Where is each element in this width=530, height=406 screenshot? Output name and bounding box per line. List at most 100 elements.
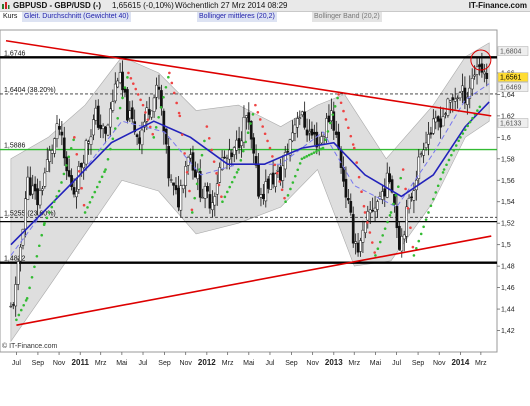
- candle-body-177: [439, 118, 442, 128]
- candle-body-58: [150, 110, 154, 118]
- candle-body-141: [351, 214, 355, 244]
- sar-dot-200: [468, 120, 472, 124]
- candle-body-97: [245, 115, 248, 118]
- sar-dot-50: [127, 71, 130, 75]
- sar-dot-6: [28, 286, 31, 290]
- candle-body-162: [402, 234, 406, 240]
- candle-body-23: [65, 156, 69, 172]
- sar-dot-195: [457, 139, 460, 143]
- candle-body-83: [211, 202, 214, 211]
- sar-dot-176: [412, 254, 416, 257]
- candle-body-188: [465, 96, 469, 105]
- sar-dot-117: [280, 188, 284, 192]
- candle-body-88: [223, 156, 226, 159]
- indicator-legend: Kurs Gleit. Durchschnitt (Gewichtet 40) …: [0, 12, 530, 22]
- level-label-3: 1,5255 (23.60%): [4, 210, 56, 217]
- candle-body-15: [45, 159, 49, 172]
- candle-body-74: [189, 154, 192, 159]
- copyright: © IT-Finance.com: [2, 342, 58, 350]
- candle-body-191: [473, 74, 476, 77]
- x-tick-label-22: Mrz: [475, 360, 487, 367]
- sar-dot-161: [378, 240, 382, 244]
- sar-dot-81: [195, 182, 199, 186]
- candle-body-179: [444, 113, 447, 115]
- price-box-2: [497, 82, 529, 92]
- price-chart[interactable]: 1,6746 1,6404 (38.20%) 1,5886 1,5255 (23.60…: [0, 22, 530, 406]
- candle-body-190: [470, 78, 474, 90]
- candle-body-166: [412, 190, 416, 201]
- candle-body-157: [390, 179, 394, 193]
- highlight-circle: [470, 49, 492, 71]
- x-tick-label-4: Mrz: [95, 360, 107, 367]
- sar-dot-138: [329, 121, 332, 125]
- candle-body-77: [196, 171, 200, 180]
- sar-dot-11: [40, 233, 44, 237]
- sar-dot-174: [409, 226, 412, 230]
- legend-item-bollinger-mid[interactable]: Bollinger mittleres (20,2): [197, 12, 277, 22]
- candle-body-178: [441, 116, 445, 127]
- legend-item-wma[interactable]: Gleit. Durchschnitt (Gewichtet 40): [22, 12, 131, 22]
- chart-type-icon[interactable]: [1, 1, 10, 10]
- candle-body-63: [162, 110, 166, 133]
- candle-body-79: [201, 197, 205, 199]
- candle-body-93: [235, 139, 239, 151]
- sar-dot-0: [15, 318, 18, 322]
- candle-body-19: [55, 123, 59, 139]
- candle-body-156: [388, 173, 391, 183]
- candle-body-114: [286, 151, 290, 153]
- candle-body-94: [237, 138, 241, 148]
- candle-body-95: [240, 140, 243, 146]
- sar-dot-181: [424, 218, 428, 221]
- candle-body-136: [339, 150, 343, 168]
- candle-body-192: [475, 66, 479, 75]
- candle-body-14: [43, 172, 47, 187]
- sar-dot-113: [271, 155, 274, 158]
- sar-dot-13: [43, 221, 46, 225]
- candle-body-26: [72, 187, 76, 195]
- wma40-line: [10, 101, 490, 246]
- sar-dot-160: [376, 247, 380, 251]
- sar-dot-100: [239, 159, 243, 162]
- sar-dot-204: [478, 105, 482, 109]
- legend-item-kurs[interactable]: Kurs: [1, 12, 20, 22]
- candle-body-40: [106, 124, 110, 136]
- legend-item-bollinger-band[interactable]: Bollinger Band (20,2): [312, 12, 382, 22]
- candle-body-103: [259, 194, 263, 198]
- candle-body-183: [453, 98, 457, 102]
- x-tick-label-20: Nov: [433, 360, 446, 367]
- candle-body-139: [347, 197, 350, 201]
- candle-body-92: [232, 147, 236, 155]
- candle-body-49: [128, 110, 132, 119]
- sar-dot-3: [22, 303, 25, 307]
- candle-body-44: [116, 80, 120, 88]
- sar-dot-92: [221, 200, 224, 204]
- sar-dot-55: [139, 98, 142, 102]
- sar-dot-30: [82, 203, 86, 207]
- sar-dot-186: [436, 184, 440, 188]
- candle-body-151: [376, 201, 379, 210]
- sar-dot-27: [75, 152, 79, 156]
- candle-body-143: [356, 242, 360, 253]
- level-label-0: 1,6746: [4, 50, 26, 57]
- candle-body-61: [157, 86, 161, 90]
- symbol-title: GBPUSD - GBP/USD (-): [13, 1, 101, 10]
- candle-body-82: [208, 194, 212, 209]
- candle-body-22: [62, 137, 66, 159]
- sar-dot-119: [284, 200, 287, 204]
- sar-dot-108: [258, 118, 262, 121]
- sar-dot-103: [246, 131, 250, 135]
- sar-dot-154: [363, 211, 367, 214]
- candle-body-52: [135, 134, 139, 138]
- candle-body-131: [327, 115, 331, 123]
- candle-body-57: [147, 109, 151, 115]
- candle-body-3: [16, 261, 20, 285]
- sar-dot-76: [185, 170, 189, 174]
- sar-dot-78: [190, 208, 194, 212]
- candle-body-174: [431, 118, 435, 134]
- candle-body-110: [276, 169, 280, 172]
- candle-body-155: [385, 172, 389, 198]
- sar-dot-193: [452, 149, 456, 152]
- level-label-1: 1,6404 (38.20%): [4, 87, 56, 94]
- candle-body-106: [266, 178, 270, 189]
